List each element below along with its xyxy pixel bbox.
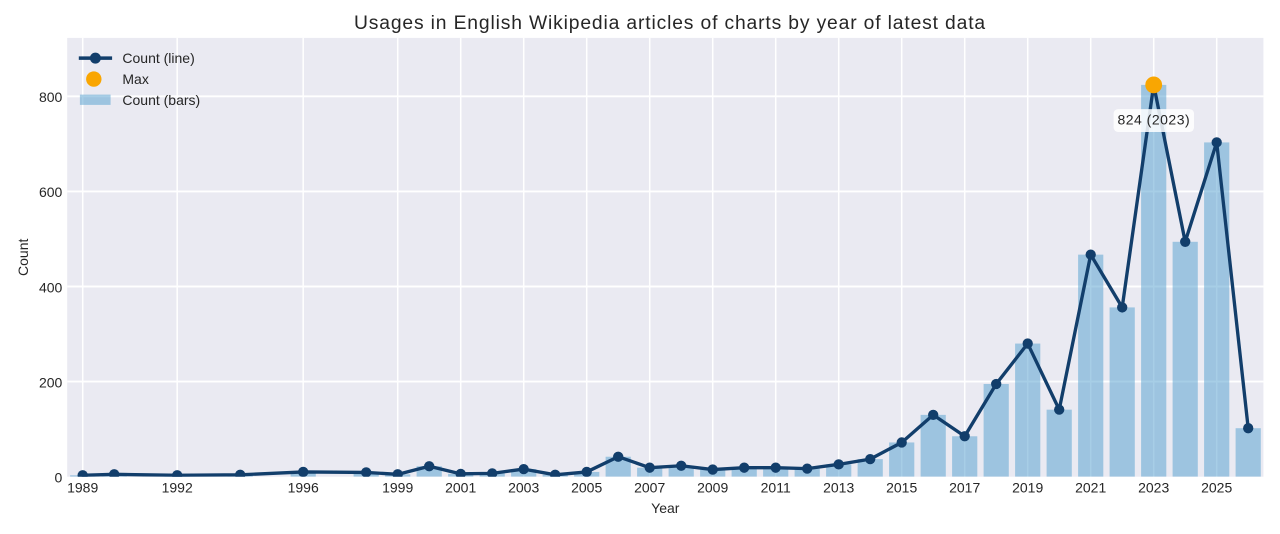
svg-text:Year: Year bbox=[651, 500, 680, 516]
svg-text:2013: 2013 bbox=[823, 479, 854, 495]
svg-text:Count: Count bbox=[15, 239, 31, 276]
svg-text:2023: 2023 bbox=[1138, 479, 1169, 495]
svg-text:2007: 2007 bbox=[634, 479, 665, 495]
svg-text:2009: 2009 bbox=[697, 479, 728, 495]
svg-text:0: 0 bbox=[55, 470, 63, 486]
svg-text:2011: 2011 bbox=[761, 479, 791, 495]
svg-text:600: 600 bbox=[39, 184, 63, 200]
svg-text:2019: 2019 bbox=[1012, 479, 1043, 495]
svg-text:200: 200 bbox=[39, 374, 63, 390]
svg-text:2021: 2021 bbox=[1075, 479, 1106, 495]
svg-text:824 (2023): 824 (2023) bbox=[1117, 112, 1190, 128]
svg-text:2003: 2003 bbox=[508, 479, 539, 495]
svg-text:Max: Max bbox=[122, 71, 148, 87]
svg-text:1996: 1996 bbox=[288, 479, 319, 495]
svg-text:2005: 2005 bbox=[571, 479, 602, 495]
svg-text:2025: 2025 bbox=[1201, 479, 1232, 495]
svg-text:Count (bars): Count (bars) bbox=[122, 92, 200, 108]
svg-text:1992: 1992 bbox=[162, 479, 193, 495]
svg-text:2017: 2017 bbox=[949, 479, 980, 495]
svg-text:800: 800 bbox=[39, 89, 63, 105]
svg-text:1989: 1989 bbox=[67, 479, 98, 495]
svg-text:Count (line): Count (line) bbox=[122, 50, 194, 66]
svg-text:2015: 2015 bbox=[886, 479, 917, 495]
svg-text:400: 400 bbox=[39, 279, 63, 295]
svg-text:2001: 2001 bbox=[445, 479, 476, 495]
svg-text:1999: 1999 bbox=[382, 479, 413, 495]
svg-text:Usages in English Wikipedia ar: Usages in English Wikipedia articles of … bbox=[354, 13, 986, 34]
